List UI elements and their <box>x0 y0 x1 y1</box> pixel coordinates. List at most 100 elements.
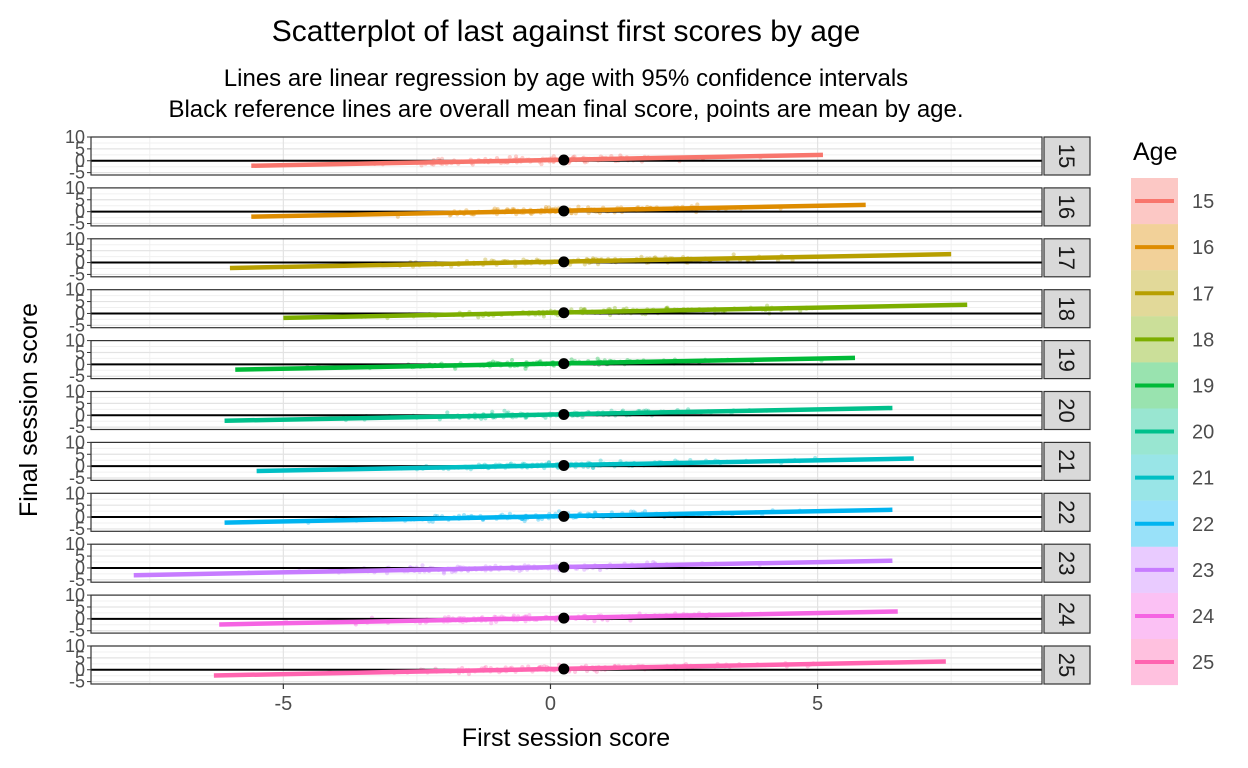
facet-strip-label: 16 <box>1054 195 1079 219</box>
y-tick-label: 5 <box>75 597 85 617</box>
data-point <box>541 314 546 319</box>
data-point <box>466 671 472 677</box>
facet-strip <box>1043 136 1091 176</box>
regression-line <box>251 152 823 169</box>
age-mean-point <box>558 612 570 624</box>
y-tick-label: 5 <box>75 444 85 464</box>
data-point <box>695 202 700 207</box>
data-point <box>483 257 488 262</box>
y-tick-label: 0 <box>75 609 85 629</box>
facet-strip-label: 24 <box>1054 602 1079 626</box>
age-mean-point <box>558 307 570 319</box>
legend-item-18: 18 <box>1131 316 1214 363</box>
y-tick-label: 0 <box>75 354 85 374</box>
y-tick-label: 5 <box>75 495 85 515</box>
facet-strip <box>1043 289 1091 329</box>
facet-strip-label: 18 <box>1054 296 1079 320</box>
facet-strip <box>1043 645 1091 685</box>
data-point <box>551 154 556 159</box>
y-tick-label: -5 <box>69 315 85 335</box>
facet-strip <box>1043 187 1091 227</box>
facet-panels: -5051015-5051016-5051017-5051018-5051019… <box>65 127 1091 692</box>
data-point <box>507 155 512 160</box>
y-tick-label: 0 <box>75 202 85 222</box>
facet-strip-label: 15 <box>1054 144 1079 168</box>
legend-item-20: 20 <box>1131 408 1214 455</box>
legend-label: 18 <box>1192 329 1214 351</box>
legend-label: 16 <box>1192 237 1214 259</box>
x-tick-label: -5 <box>274 693 292 715</box>
y-tick-label: 5 <box>75 546 85 566</box>
y-tick-label: 10 <box>65 585 85 605</box>
y-tick-label: 0 <box>75 405 85 425</box>
chart-title: Scatterplot of last against first scores… <box>272 15 861 48</box>
facet-strip-label: 21 <box>1054 449 1079 473</box>
y-tick-label: 0 <box>75 303 85 323</box>
legend-label: 19 <box>1192 375 1214 397</box>
y-tick-label: 10 <box>65 127 85 147</box>
x-axis: -5 0 5 <box>274 684 823 715</box>
age-mean-point <box>558 154 570 166</box>
data-point <box>569 357 574 362</box>
y-tick-label: -5 <box>69 519 85 539</box>
panel-border <box>90 136 1043 176</box>
age-mean-point <box>558 663 570 675</box>
panel-border <box>90 543 1043 583</box>
regression-line <box>235 355 856 372</box>
facet-strip <box>1043 543 1091 583</box>
y-tick-label: 10 <box>65 483 85 503</box>
legend-label: 22 <box>1192 514 1214 536</box>
facet-strip <box>1043 441 1091 481</box>
panel-border <box>90 340 1043 380</box>
legend-item-23: 23 <box>1131 546 1214 593</box>
legend-label: 20 <box>1192 422 1214 444</box>
regression-line <box>256 456 914 474</box>
y-tick-label: 0 <box>75 558 85 578</box>
facet-strip-label: 20 <box>1054 398 1079 422</box>
y-tick-label: 0 <box>75 151 85 171</box>
legend-title: Age <box>1133 138 1177 166</box>
data-point <box>522 518 527 524</box>
data-point <box>576 204 581 209</box>
data-point <box>612 305 617 311</box>
panel-border <box>90 238 1043 278</box>
x-tick-label: 5 <box>812 693 823 715</box>
y-tick-label: 5 <box>75 292 85 312</box>
age-mean-point <box>558 409 570 421</box>
regression-line <box>283 302 968 321</box>
legend-label: 23 <box>1192 560 1214 582</box>
data-point <box>492 206 497 211</box>
data-point <box>595 356 600 361</box>
y-tick-label: -5 <box>69 570 85 590</box>
legend-item-21: 21 <box>1131 454 1214 501</box>
facet-strip-label: 19 <box>1054 347 1079 371</box>
y-tick-label: -5 <box>69 366 85 386</box>
legend-item-22: 22 <box>1131 500 1214 547</box>
data-point <box>490 409 495 414</box>
x-axis-label: First session score <box>462 724 670 752</box>
y-tick-label: 0 <box>75 456 85 476</box>
age-mean-point <box>558 459 570 471</box>
age-mean-point <box>558 561 570 573</box>
y-tick-label: 10 <box>65 636 85 656</box>
y-tick-label: 10 <box>65 280 85 300</box>
y-axis-label: Final session score <box>15 303 43 517</box>
legend-item-17: 17 <box>1131 270 1214 317</box>
y-tick-label: 10 <box>65 229 85 249</box>
y-tick-label: 10 <box>65 331 85 351</box>
regression-line <box>213 659 946 678</box>
data-point <box>539 161 544 167</box>
data-point <box>731 252 736 257</box>
panel-border <box>90 390 1043 431</box>
legend: Age 15 16 17 18 19 20 21 22 23 24 25 <box>1131 138 1214 686</box>
legend-item-24: 24 <box>1131 592 1214 639</box>
data-point <box>502 408 507 413</box>
y-tick-label: -5 <box>69 163 85 183</box>
legend-label: 15 <box>1192 191 1214 213</box>
y-tick-label: 5 <box>75 342 85 362</box>
